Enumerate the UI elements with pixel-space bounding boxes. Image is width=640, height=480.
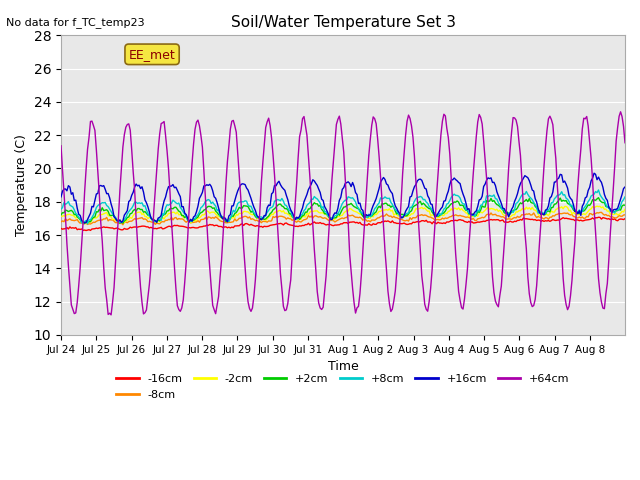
Title: Soil/Water Temperature Set 3: Soil/Water Temperature Set 3 bbox=[230, 15, 456, 30]
Legend: -16cm, -8cm, -2cm, +2cm, +8cm, +16cm, +64cm: -16cm, -8cm, -2cm, +2cm, +8cm, +16cm, +6… bbox=[112, 370, 574, 404]
Y-axis label: Temperature (C): Temperature (C) bbox=[15, 134, 28, 236]
Text: EE_met: EE_met bbox=[129, 48, 175, 61]
Text: No data for f_TC_temp23: No data for f_TC_temp23 bbox=[6, 17, 145, 28]
X-axis label: Time: Time bbox=[328, 360, 358, 373]
